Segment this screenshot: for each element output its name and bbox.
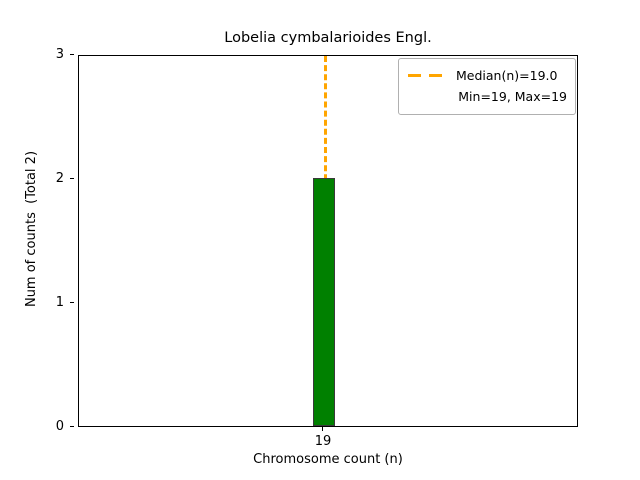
y-tick-mark — [69, 54, 74, 56]
bar-19[interactable] — [313, 178, 335, 426]
page-title: Lobelia cymbalarioides Engl. — [224, 30, 432, 46]
plot-inner-clip — [79, 56, 577, 426]
plot-axes — [78, 55, 578, 427]
legend-entry-minmax: Min=19, Max=19 — [407, 86, 567, 107]
y-tick-label: 1 — [55, 295, 64, 310]
y-tick-label: 3 — [55, 47, 64, 62]
y-axis-label: Num of counts (Total 2) — [24, 150, 39, 308]
x-axis-label: Chromosome count (n) — [253, 452, 403, 467]
y-tick-label: 0 — [55, 419, 64, 434]
y-tick-label: 2 — [55, 171, 64, 186]
y-tick-mark — [69, 178, 74, 180]
y-tick-mark — [69, 302, 74, 304]
legend-label-minmax: Min=19, Max=19 — [458, 89, 567, 104]
x-tick-label: 19 — [314, 434, 332, 449]
legend-entry-median: Median(n)=19.0 — [407, 65, 567, 86]
x-tick-mark — [322, 427, 324, 432]
dashed-line-icon — [407, 70, 447, 82]
legend: Median(n)=19.0 Min=19, Max=19 — [398, 58, 576, 115]
y-tick-mark — [69, 426, 74, 428]
legend-label-median: Median(n)=19.0 — [456, 68, 558, 83]
